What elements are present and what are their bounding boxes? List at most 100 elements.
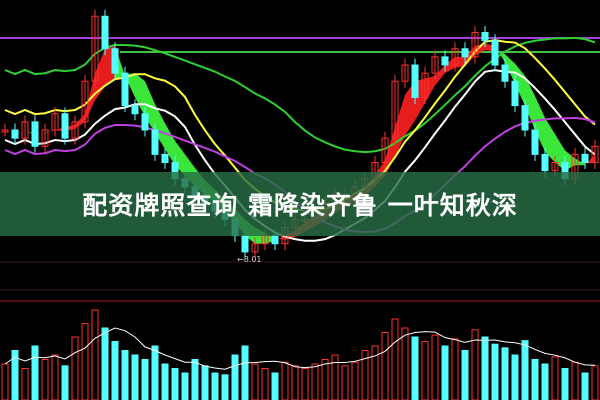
volume-bar	[211, 372, 219, 400]
ribbon-segment	[545, 117, 555, 163]
candle-body	[101, 15, 109, 50]
volume-bar	[361, 350, 369, 400]
volume-bar	[521, 340, 529, 400]
volume-bar	[201, 365, 209, 400]
volume-bar	[321, 359, 329, 400]
volume-bar	[71, 336, 79, 400]
candle-body	[31, 121, 39, 147]
banner-title: 配资牌照查询 霜降染齐鲁 一叶知秋深	[82, 191, 518, 220]
ribbon-segment	[155, 104, 165, 149]
candle-body	[481, 32, 489, 42]
volume-bar	[221, 374, 229, 400]
volume-bar	[261, 368, 269, 400]
candle-body	[251, 243, 259, 253]
ribbon-segment	[135, 73, 145, 117]
candle-body	[471, 32, 479, 58]
volume-bar	[371, 345, 379, 400]
candle-body	[151, 129, 159, 155]
volume-bar	[411, 336, 419, 400]
candle-body	[111, 48, 119, 74]
volume-bar	[571, 361, 579, 400]
volume-bar	[171, 368, 179, 400]
volume-bar	[341, 365, 349, 400]
volume-bar	[231, 354, 239, 400]
ribbon-segment	[505, 54, 515, 84]
volume-bar	[581, 372, 589, 400]
candle-body	[381, 137, 389, 163]
candle-body	[451, 48, 459, 66]
candle-body	[91, 15, 99, 82]
candle-body	[501, 64, 509, 82]
low-price-label: ←8.01	[237, 255, 262, 264]
candle-body	[491, 40, 499, 66]
volume-bar	[41, 359, 49, 400]
volume-bar	[11, 350, 19, 400]
ribbon-segment	[385, 127, 395, 177]
volume-bar	[481, 336, 489, 400]
candle-body	[71, 121, 79, 139]
candle-body	[551, 162, 559, 172]
volume-bar	[131, 354, 139, 400]
candle-body	[401, 64, 409, 82]
volume-bar	[461, 350, 469, 400]
volume-bar	[151, 345, 159, 400]
volume-bar	[451, 338, 459, 400]
candle-body	[531, 129, 539, 155]
ribbon-segment	[75, 113, 85, 129]
candle-body	[271, 235, 279, 245]
candle-body	[391, 80, 399, 139]
volume-bar	[491, 343, 499, 400]
candle-body	[591, 145, 599, 163]
candle-body	[161, 153, 169, 163]
volume-bar	[501, 347, 509, 400]
volume-bar	[291, 365, 299, 400]
volume-bar	[91, 309, 99, 400]
volume-bar	[331, 354, 339, 400]
volume-bar	[421, 341, 429, 400]
candle-body	[131, 105, 139, 115]
candle-body	[11, 129, 19, 139]
candle-body	[1, 129, 9, 133]
volume-bar	[161, 363, 169, 400]
volume-bar	[311, 363, 319, 400]
volume-bar	[141, 359, 149, 400]
candle-body	[581, 153, 589, 163]
volume-bar	[61, 365, 69, 400]
volume-bar	[381, 332, 389, 400]
candle-body	[411, 64, 419, 98]
volume-bar	[551, 356, 559, 400]
volume-bar	[251, 363, 259, 400]
volume-bar	[191, 359, 199, 400]
volume-bar	[541, 363, 549, 400]
title-banner: 配资牌照查询 霜降染齐鲁 一叶知秋深	[0, 172, 600, 236]
volume-bar	[441, 345, 449, 400]
candle-body	[21, 121, 29, 139]
ribbon-segment	[85, 73, 95, 122]
candle-body	[81, 80, 89, 123]
ribbon-segment	[35, 132, 45, 136]
candle-body	[421, 72, 429, 98]
candle-body	[541, 153, 549, 172]
volume-bar	[301, 368, 309, 400]
ribbon-segment	[555, 134, 565, 171]
candle-body	[431, 56, 439, 74]
volume-bar	[51, 354, 59, 400]
volume-bar	[101, 327, 109, 400]
candle-body	[121, 72, 129, 107]
volume-bar	[391, 318, 399, 400]
volume-bar	[21, 368, 29, 400]
ribbon-segment	[535, 96, 545, 152]
volume-bar	[271, 372, 279, 400]
candle-body	[511, 80, 519, 107]
volume-bar	[81, 323, 89, 400]
candle-body	[51, 113, 59, 131]
candle-body	[441, 56, 449, 66]
ribbon-segment	[525, 75, 535, 130]
volume-bar	[281, 361, 289, 400]
ribbon-segment	[435, 65, 445, 86]
volume-bar	[591, 365, 599, 400]
candle-body	[41, 129, 49, 147]
candle-body	[141, 113, 149, 131]
volume-bar	[401, 327, 409, 400]
volume-bar	[351, 361, 359, 400]
